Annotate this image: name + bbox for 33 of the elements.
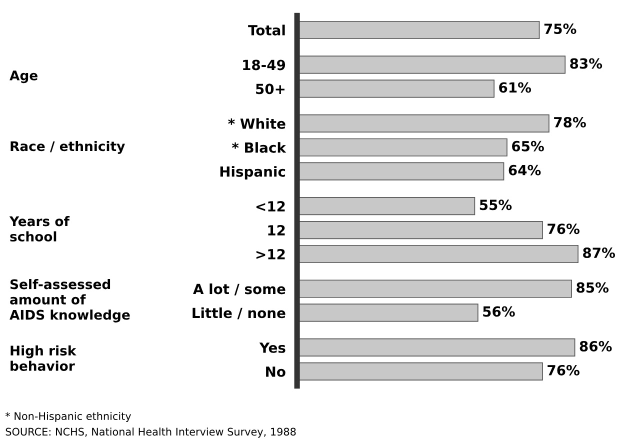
- text: Years of school: [9, 216, 70, 242]
- data-label: 55%: [480, 200, 512, 210]
- y-tick-label: Total: [248, 24, 285, 36]
- data-label: 78%: [554, 116, 586, 128]
- y-tick-label: 18-49: [243, 60, 286, 70]
- data-label: 86%: [580, 340, 612, 352]
- text: Self-assessed amount of AIDS knowledge: [10, 279, 130, 322]
- y-tick-label: 50+: [256, 84, 284, 94]
- data-label: 87%: [583, 248, 616, 258]
- y-tick-label: No: [266, 366, 286, 377]
- y-tick-label: Hispanic: [220, 166, 286, 180]
- data-label: 75%: [544, 24, 576, 34]
- y-tick-label: * White: [228, 118, 286, 129]
- y-tick-label: <12: [256, 201, 285, 212]
- data-label: 64%: [508, 164, 541, 176]
- y-tick-label: * Black: [232, 142, 286, 153]
- y-tick-label: Yes: [259, 342, 286, 353]
- data-label: 56%: [483, 306, 515, 317]
- text: Race / ethnicity: [10, 140, 125, 154]
- data-label: 83%: [570, 58, 602, 69]
- y-tick-label: Little / none: [192, 307, 286, 320]
- text: Age: [10, 70, 38, 84]
- text: * Non-Hispanic ethnicity: [5, 412, 132, 422]
- text: High risk behavior: [10, 345, 76, 371]
- data-label: 85%: [576, 282, 609, 293]
- data-label: 65%: [512, 140, 544, 152]
- y-tick-label: 12: [268, 225, 285, 236]
- source-note: SOURCE: NCHS, National Health Interview Survey, 1988: [6, 428, 296, 438]
- data-label: 76%: [548, 224, 580, 234]
- y-tick-label: A lot / some: [193, 283, 286, 296]
- data-label: 76%: [548, 364, 580, 376]
- y-tick-label: >12: [256, 248, 285, 260]
- data-label: 61%: [499, 82, 532, 93]
